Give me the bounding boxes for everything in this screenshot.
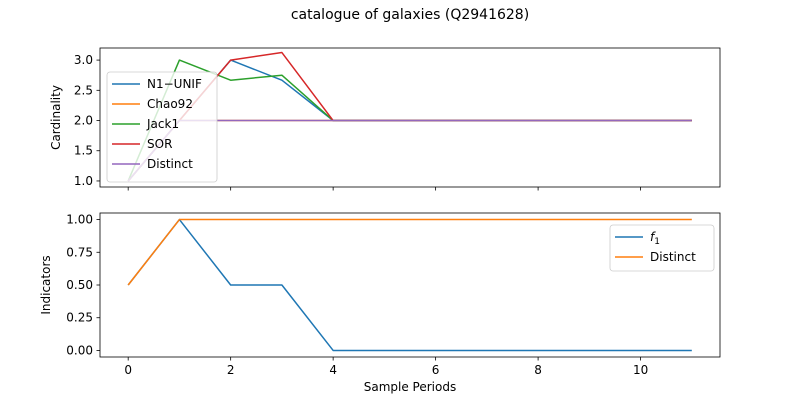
legend-box (106, 71, 218, 183)
legend-label: Chao92 (147, 97, 193, 111)
indicators-panel: 0.00 0.25 0.50 0.75 1.00 0 2 4 6 8 10 Indicators Sam… (39, 213, 721, 394)
legend: N1−UNIF Chao92 Jack1 SOR Distinct (106, 71, 218, 183)
x-tick-label: 6 (432, 363, 440, 377)
y-tick-label: 2.5 (74, 83, 93, 97)
legend-box (609, 224, 715, 272)
y-axis-label: Indicators (39, 255, 53, 314)
y-axis-label: Cardinality (49, 85, 63, 150)
x-tick-label: 0 (124, 363, 132, 377)
legend-label: Distinct (650, 250, 696, 264)
axes-frame (99, 47, 721, 188)
y-tick-label: 1.5 (74, 144, 93, 158)
y-tick-label: 1.0 (74, 174, 93, 188)
series-line-distinct (127, 218, 692, 286)
y-tick-label: 0.00 (66, 343, 93, 357)
series-line-distinct (127, 119, 692, 182)
legend-label: Jack1 (146, 117, 179, 131)
y-tick-label: 0.50 (66, 278, 93, 292)
y-tick-label: 0.25 (66, 311, 93, 325)
x-tick-label: 4 (329, 363, 337, 377)
legend-label: Distinct (147, 157, 193, 171)
legend-label: SOR (147, 137, 172, 151)
legend-label: N1−UNIF (147, 77, 202, 91)
y-tick-label: 0.75 (66, 245, 93, 259)
cardinality-panel: 1.0 1.5 2.0 2.5 3.0 Cardinality N1−UNIF Chao92 J… (49, 47, 721, 191)
legend: f1 Distinct (609, 224, 715, 272)
y-tick-label: 2.0 (74, 114, 93, 128)
y-tick-label: 1.00 (66, 213, 93, 227)
y-tick-label: 3.0 (74, 53, 93, 67)
legend-label: f1 (650, 230, 660, 247)
x-axis-label: Sample Periods (364, 380, 456, 394)
figure-title: catalogue of galaxies (Q2941628) (291, 7, 529, 23)
x-tick-label: 8 (534, 363, 542, 377)
x-tick-label: 2 (227, 363, 235, 377)
x-tick-label: 10 (633, 363, 648, 377)
series-line-f (127, 218, 692, 352)
